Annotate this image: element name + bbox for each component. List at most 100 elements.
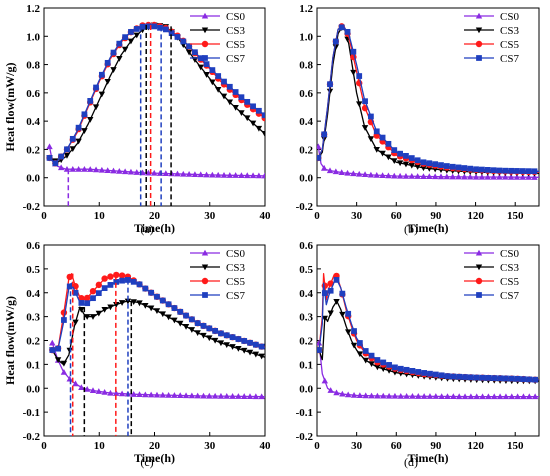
data-point-CS0 [513, 173, 521, 180]
y-tick-label: 0.5 [26, 264, 40, 276]
data-point-CS7 [368, 352, 375, 359]
data-point-CS0 [385, 392, 393, 399]
legend-label-CS3: CS3 [500, 25, 519, 37]
data-point-CS3 [98, 91, 106, 98]
data-point-CS7 [58, 153, 65, 160]
series-line-CS3 [318, 300, 539, 382]
x-axis-label: Time(h) [134, 221, 175, 235]
y-tick-label: -0.2 [296, 431, 314, 443]
data-point-CS7 [142, 285, 149, 292]
data-point-CS7 [223, 332, 230, 339]
data-point-CS3 [107, 304, 114, 311]
data-point-CS0 [484, 173, 491, 180]
x-tick-label: 150 [507, 440, 524, 452]
data-point-CS0 [507, 173, 515, 180]
data-point-CS3 [367, 136, 375, 143]
legend-label-CS5: CS5 [226, 39, 245, 51]
y-tick-label: 0.6 [26, 240, 40, 252]
data-point-CS0 [110, 167, 117, 174]
data-point-CS3 [414, 164, 421, 170]
data-point-CS0 [443, 173, 451, 180]
data-point-CS7 [232, 89, 239, 95]
data-point-CS3 [72, 319, 79, 326]
data-point-CS7 [72, 289, 79, 296]
data-point-CS3 [362, 357, 369, 364]
data-point-CS7 [209, 67, 216, 73]
y-tick-label: 0.0 [299, 173, 313, 185]
data-point-CS7 [461, 165, 468, 171]
data-point-CS0 [60, 369, 68, 375]
data-point-CS0 [467, 173, 474, 180]
data-point-CS0 [211, 392, 219, 399]
data-point-CS7 [122, 34, 129, 41]
data-point-CS0 [249, 172, 257, 179]
data-point-CS0 [127, 168, 135, 175]
data-point-CS3 [78, 307, 85, 313]
data-point-CS7 [165, 301, 172, 308]
data-point-CS7 [414, 157, 421, 164]
x-tick-label: 30 [351, 440, 363, 452]
legend-marker-CS5 [201, 40, 209, 48]
y-tick-label: -0.2 [23, 431, 41, 443]
data-point-CS7 [200, 322, 207, 329]
data-point-CS0 [321, 377, 329, 384]
chart-panel-3: -0.2 -0.1 0.0 0.1 0.2 0.3 0.4 0.5 0.6 0 10 20 30 40 Ti… [3, 240, 271, 469]
data-point-CS3 [241, 347, 248, 354]
data-point-CS0 [113, 390, 120, 396]
data-point-CS0 [408, 173, 415, 179]
data-point-CS7 [162, 26, 169, 33]
plot-area [46, 21, 265, 206]
data-point-CS0 [426, 173, 433, 180]
data-point-CS3 [255, 125, 263, 132]
legend-label-CS3: CS3 [226, 262, 245, 274]
data-point-CS7 [450, 373, 457, 380]
data-point-CS3 [206, 335, 213, 342]
data-point-CS7 [473, 166, 479, 173]
data-point-CS7 [192, 49, 198, 56]
data-point-CS7 [345, 310, 352, 317]
legend-label-CS7: CS7 [500, 53, 519, 65]
data-point-CS7 [508, 375, 515, 382]
data-point-CS0 [226, 172, 234, 178]
plot-area [49, 271, 265, 436]
data-point-CS0 [472, 173, 480, 180]
data-point-CS3 [402, 161, 410, 168]
data-point-CS0 [72, 380, 79, 387]
y-tick-label: 1.0 [299, 31, 313, 43]
data-point-CS5 [118, 272, 126, 279]
legend-marker-CS5 [475, 40, 483, 48]
data-point-CS3 [197, 64, 204, 71]
data-point-CS7 [151, 23, 158, 30]
data-point-CS0 [203, 171, 210, 178]
data-point-CS7 [154, 293, 160, 300]
data-point-CS5 [83, 294, 91, 302]
data-point-CS7 [333, 277, 340, 283]
data-point-CS0 [379, 172, 386, 178]
data-point-CS0 [519, 173, 526, 180]
y-tick-label: 0.5 [299, 264, 313, 276]
data-point-CS0 [496, 173, 503, 180]
data-point-CS7 [186, 43, 192, 50]
data-point-CS0 [339, 390, 346, 397]
data-point-CS0 [455, 393, 463, 400]
data-point-CS0 [81, 166, 88, 172]
y-tick-label: 0.0 [26, 383, 40, 395]
data-point-CS3 [110, 67, 117, 73]
data-point-CS0 [491, 393, 498, 400]
data-point-CS0 [98, 166, 106, 173]
data-point-CS0 [374, 392, 381, 399]
data-point-CS3 [361, 125, 369, 131]
data-point-CS3 [252, 351, 260, 358]
data-point-CS3 [379, 150, 386, 157]
data-point-CS7 [408, 155, 415, 161]
data-point-CS3 [200, 332, 207, 339]
y-tick-label: 0.4 [299, 288, 313, 300]
data-point-CS7 [351, 328, 357, 334]
data-point-CS7 [362, 98, 368, 105]
data-point-CS5 [66, 273, 73, 281]
data-point-CS7 [84, 300, 91, 307]
data-point-CS7 [421, 370, 428, 376]
data-point-CS0 [333, 389, 340, 396]
data-point-CS0 [258, 393, 265, 400]
